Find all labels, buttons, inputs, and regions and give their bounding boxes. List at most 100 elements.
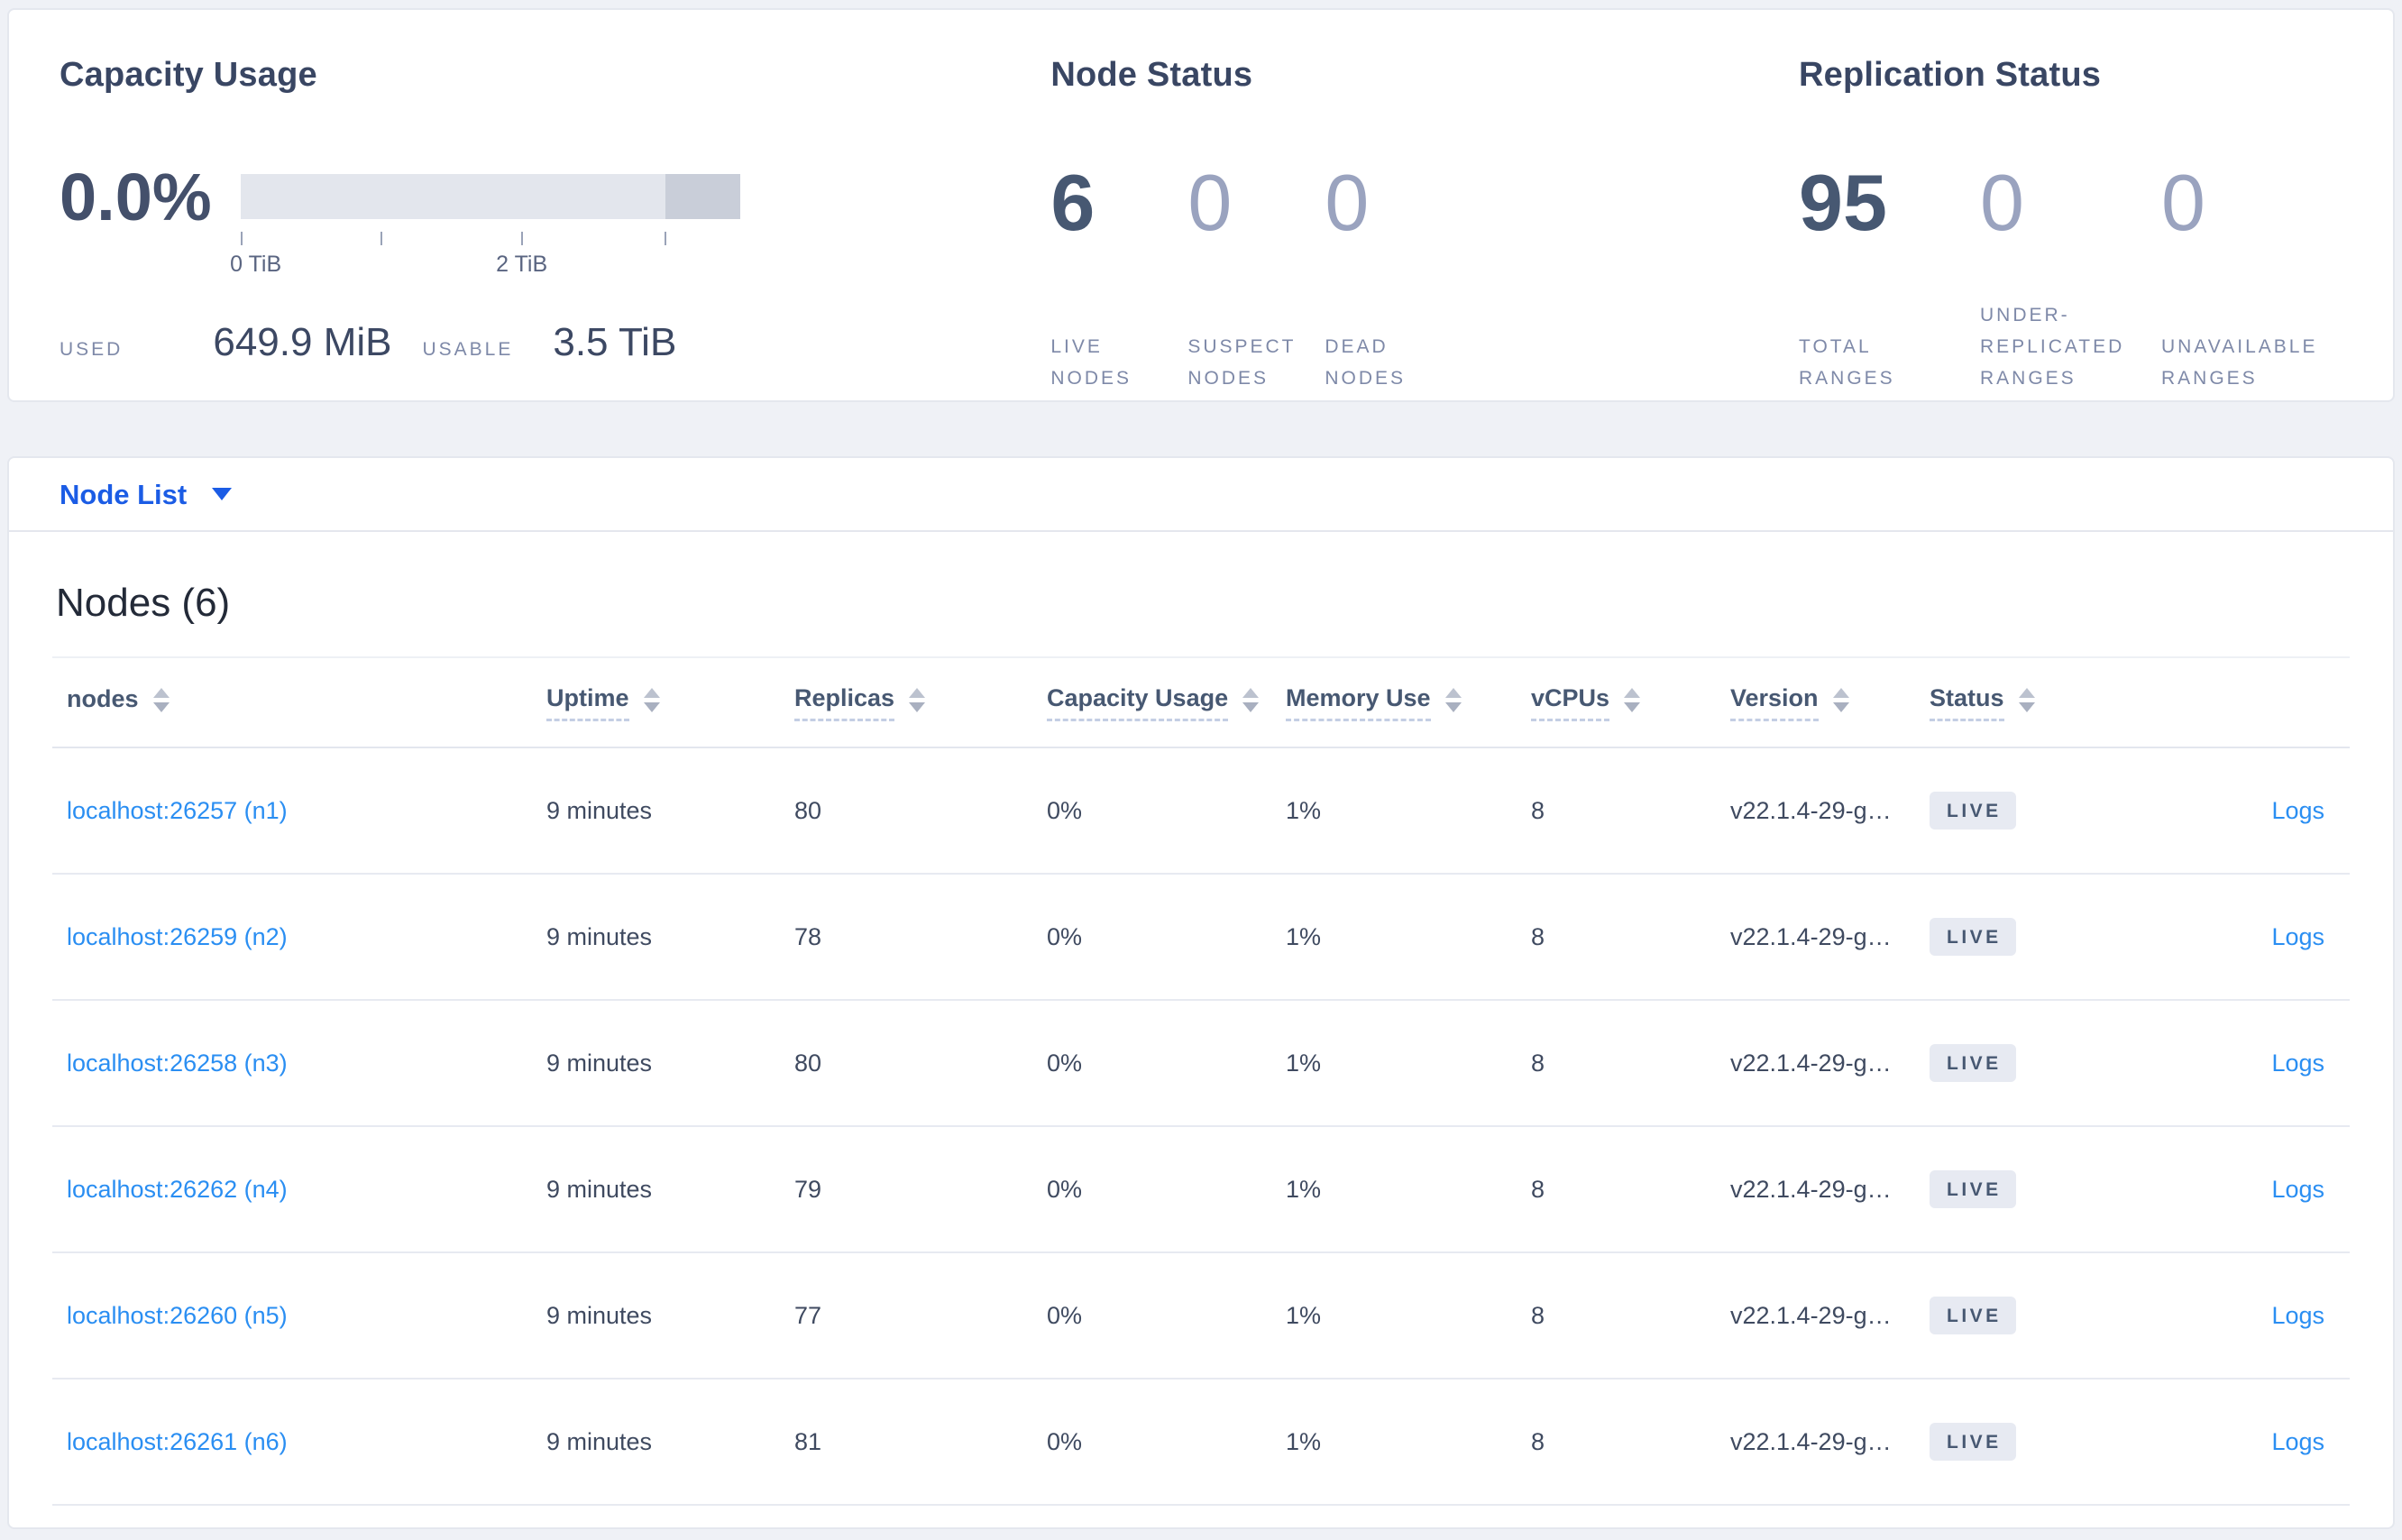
status-badge: LIVE — [1930, 1044, 2016, 1082]
logs-link[interactable]: Logs — [2271, 1301, 2324, 1329]
version-cell: v22.1.4-29-g… — [1730, 796, 1892, 824]
vcpus-cell: 8 — [1531, 1049, 1545, 1077]
unavailable-ranges-value: 0 — [2161, 158, 2205, 247]
node-link[interactable]: localhost:26258 (n3) — [67, 1049, 288, 1077]
uptime-cell: 9 minutes — [546, 922, 653, 950]
replicas-cell: 80 — [794, 796, 822, 824]
replicas-cell: 79 — [794, 1175, 822, 1203]
axis-tick — [240, 232, 243, 245]
column-header-replicas[interactable]: Replicas — [794, 684, 1047, 721]
status-badge: LIVE — [1930, 1170, 2016, 1208]
node-link[interactable]: localhost:26259 (n2) — [67, 922, 288, 950]
node-link[interactable]: localhost:26261 (n6) — [67, 1427, 288, 1455]
logs-link[interactable]: Logs — [2271, 1427, 2324, 1455]
sort-icon[interactable] — [1832, 687, 1849, 712]
sort-icon[interactable] — [1624, 687, 1641, 712]
total-ranges-value: 95 — [1799, 158, 1887, 247]
node-list-card: Node List Nodes (6) nodes Uptime Replica… — [7, 456, 2395, 1529]
table-header-row: nodes Uptime Replicas Capacity Usage Mem… — [52, 658, 2350, 748]
column-label: vCPUs — [1531, 684, 1610, 721]
total-ranges-label: TOTAL RANGES — [1799, 336, 1895, 389]
table-row: localhost:26257 (n1) 9 minutes 80 0% 1% … — [52, 748, 2350, 875]
node-link[interactable]: localhost:26260 (n5) — [67, 1301, 288, 1329]
version-cell: v22.1.4-29-g… — [1730, 1175, 1892, 1203]
version-cell: v22.1.4-29-g… — [1730, 1427, 1892, 1455]
status-badge: LIVE — [1930, 1423, 2016, 1461]
capacity-usage-cell: 0% — [1047, 796, 1083, 824]
version-cell: v22.1.4-29-g… — [1730, 1301, 1892, 1329]
memory-use-cell: 1% — [1286, 1049, 1322, 1077]
column-header-version[interactable]: Version — [1730, 684, 1930, 721]
capacity-usage-section: Capacity Usage 0.0% 0 TiB 2 TiB — [60, 55, 1050, 400]
replicas-cell: 78 — [794, 922, 822, 950]
nodes-table-title: Nodes (6) — [56, 581, 231, 625]
nodes-table-section: Nodes (6) nodes Uptime Replicas Capacity… — [9, 532, 2393, 1527]
column-header-status[interactable]: Status — [1930, 684, 2151, 721]
column-label: nodes — [67, 685, 139, 712]
under-replicated-ranges-label: UNDER-REPLICATED RANGES — [1980, 305, 2125, 389]
node-link[interactable]: localhost:26257 (n1) — [67, 796, 288, 824]
logs-link[interactable]: Logs — [2271, 922, 2324, 950]
column-header-uptime[interactable]: Uptime — [546, 684, 794, 721]
node-link[interactable]: localhost:26262 (n4) — [67, 1175, 288, 1203]
table-row: localhost:26262 (n4) 9 minutes 79 0% 1% … — [52, 1127, 2350, 1253]
status-badge: LIVE — [1930, 792, 2016, 830]
sort-icon[interactable] — [1242, 687, 1260, 712]
status-badge: LIVE — [1930, 918, 2016, 956]
vcpus-cell: 8 — [1531, 922, 1545, 950]
unavailable-ranges-label: UNAVAILABLE RANGES — [2161, 336, 2318, 389]
vcpus-cell: 8 — [1531, 1175, 1545, 1203]
column-label: Capacity Usage — [1047, 684, 1229, 721]
column-header-memory-use[interactable]: Memory Use — [1286, 684, 1531, 721]
column-header-nodes[interactable]: nodes — [52, 685, 546, 720]
logs-link[interactable]: Logs — [2271, 796, 2324, 824]
table-row: localhost:26258 (n3) 9 minutes 80 0% 1% … — [52, 1001, 2350, 1127]
suspect-nodes-label: SUSPECT NODES — [1187, 336, 1297, 389]
capacity-usage-title: Capacity Usage — [60, 56, 317, 94]
under-replicated-ranges-value: 0 — [1980, 158, 2024, 247]
capacity-usage-cell: 0% — [1047, 1301, 1083, 1329]
total-ranges-stat: 95 TOTAL RANGES — [1799, 163, 1980, 396]
sort-icon[interactable] — [2018, 687, 2035, 712]
axis-tick-label: 0 TiB — [230, 252, 282, 277]
logs-link[interactable]: Logs — [2271, 1175, 2324, 1203]
column-header-capacity-usage[interactable]: Capacity Usage — [1047, 684, 1286, 721]
replication-status-title: Replication Status — [1799, 56, 2102, 94]
live-nodes-label: LIVE NODES — [1050, 336, 1132, 389]
dead-nodes-stat: 0 DEAD NODES — [1325, 163, 1462, 396]
uptime-cell: 9 minutes — [546, 1301, 653, 1329]
uptime-cell: 9 minutes — [546, 1049, 653, 1077]
table-row: localhost:26260 (n5) 9 minutes 77 0% 1% … — [52, 1253, 2350, 1380]
version-cell: v22.1.4-29-g… — [1730, 922, 1892, 950]
capacity-percent-value: 0.0% — [60, 160, 212, 234]
replicas-cell: 77 — [794, 1301, 822, 1329]
live-nodes-value: 6 — [1050, 158, 1096, 247]
axis-tick-label: 2 TiB — [496, 252, 548, 277]
view-selector-dropdown[interactable]: Node List — [60, 478, 233, 510]
used-value: 649.9 MiB — [213, 320, 392, 364]
memory-use-cell: 1% — [1286, 1301, 1322, 1329]
memory-use-cell: 1% — [1286, 922, 1322, 950]
live-nodes-stat: 6 LIVE NODES — [1050, 163, 1187, 396]
used-label: USED — [60, 339, 124, 360]
logs-link[interactable]: Logs — [2271, 1049, 2324, 1077]
sort-icon[interactable] — [643, 687, 660, 712]
sort-icon[interactable] — [1444, 687, 1462, 712]
replicas-cell: 81 — [794, 1427, 822, 1455]
view-selector-label: Node List — [60, 478, 188, 510]
suspect-nodes-value: 0 — [1187, 158, 1233, 247]
capacity-usage-cell: 0% — [1047, 922, 1083, 950]
status-badge: LIVE — [1930, 1297, 2016, 1334]
sort-icon[interactable] — [909, 687, 926, 712]
column-header-vcpus[interactable]: vCPUs — [1531, 684, 1730, 721]
column-label: Replicas — [794, 684, 895, 721]
capacity-bar-chart: 0 TiB 2 TiB — [230, 174, 740, 277]
uptime-cell: 9 minutes — [546, 1175, 653, 1203]
sort-icon[interactable] — [152, 687, 170, 712]
axis-tick — [380, 232, 382, 245]
capacity-usage-cell: 0% — [1047, 1427, 1083, 1455]
capacity-bar-dark-segment — [665, 174, 740, 219]
replication-status-section: Replication Status 95 TOTAL RANGES 0 UND… — [1799, 55, 2342, 400]
capacity-bar — [240, 174, 740, 219]
